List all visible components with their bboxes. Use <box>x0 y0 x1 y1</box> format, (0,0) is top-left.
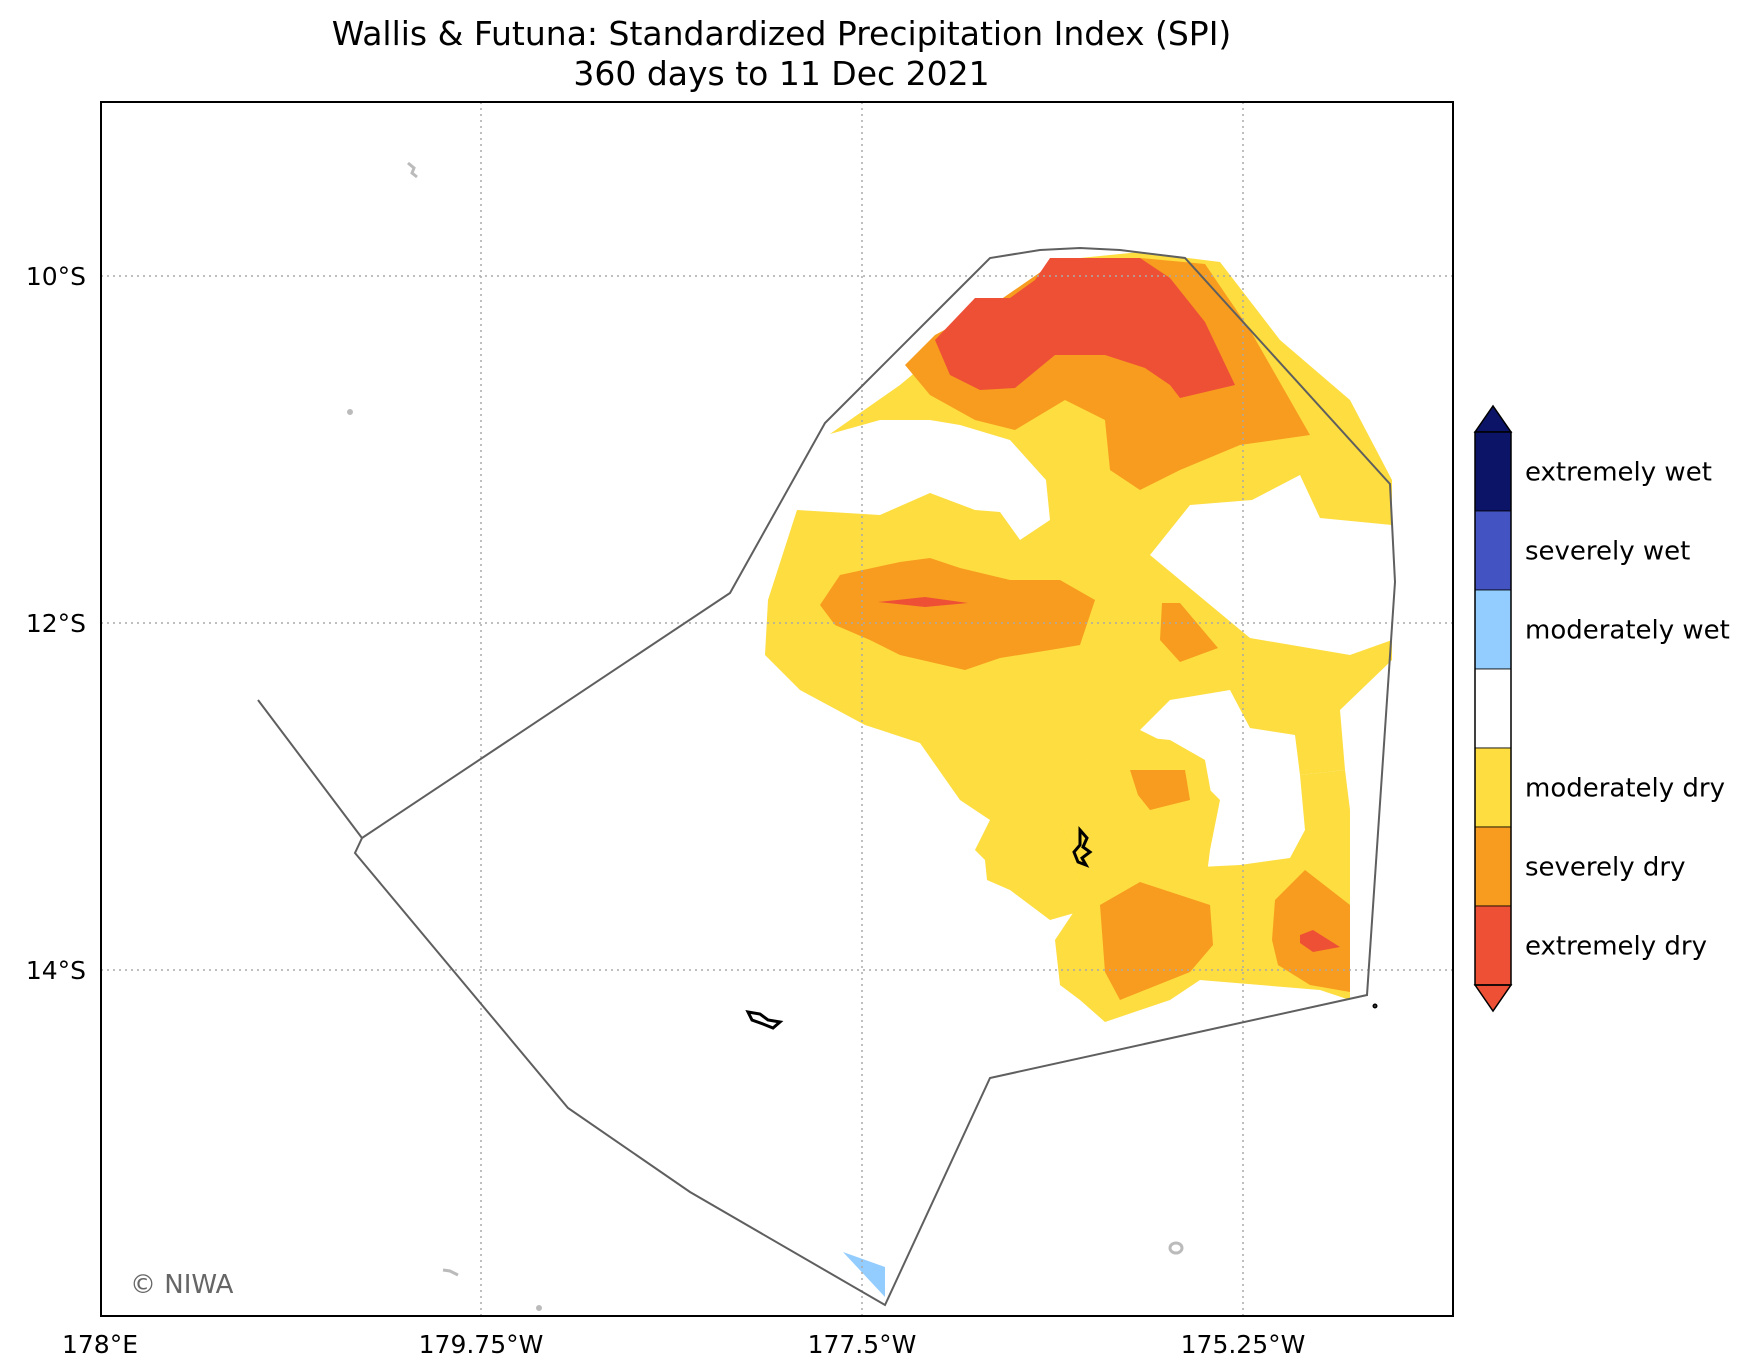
y-axis-ticks: 10°S 12°S 14°S <box>26 262 86 985</box>
colorbar-swatch <box>1474 668 1512 749</box>
severely-dry-region-east <box>1160 603 1218 662</box>
colorbar-swatch <box>1474 589 1512 670</box>
colorbar-label: severely dry <box>1525 853 1686 883</box>
map-subtitle: 360 days to 11 Dec 2021 <box>573 54 990 93</box>
moderately-wet-region <box>843 1252 885 1297</box>
severely-dry-region-center <box>1130 770 1190 810</box>
colorbar-legend: extremely wet severely wet moderately wet m… <box>1473 404 1730 1013</box>
extremely-dry-region-west <box>878 597 968 607</box>
colorbar-frame <box>1474 431 1512 986</box>
gridlines <box>101 102 1453 1316</box>
y-tick-label: 12°S <box>26 609 86 638</box>
colorbar-extend-max <box>1473 404 1513 433</box>
map-frame <box>100 101 1454 1317</box>
colorbar-swatch <box>1474 747 1512 828</box>
colorbar-swatch <box>1474 905 1512 986</box>
colorbar-label: severely wet <box>1525 537 1690 567</box>
island-outline-icon <box>536 1305 542 1311</box>
wallis-island-icon <box>1072 826 1093 868</box>
x-tick-label: 175.25°W <box>1181 1330 1306 1359</box>
severely-dry-region-west <box>820 558 1095 670</box>
colorbar-swatch <box>1474 826 1512 907</box>
island-outline-icon <box>347 409 353 415</box>
spi-fields <box>765 252 1392 1297</box>
colorbar-label: extremely dry <box>1525 932 1707 962</box>
x-axis-ticks: 178°E 179.75°W 177.5°W 175.25°W <box>62 1330 1305 1359</box>
colorbar-swatch <box>1474 510 1512 591</box>
x-tick-label: 178°E <box>62 1330 138 1359</box>
extremely-dry-region-southeast <box>1300 930 1340 952</box>
island-outline-icon <box>1168 1241 1184 1255</box>
y-tick-label: 14°S <box>26 956 86 985</box>
colorbar-label: moderately dry <box>1525 774 1725 804</box>
colorbar-label: extremely wet <box>1525 458 1712 488</box>
x-tick-label: 179.75°W <box>419 1330 544 1359</box>
island-outline-icon <box>442 1268 459 1277</box>
island-outline-icon <box>407 161 418 179</box>
other-islands <box>347 161 1378 1311</box>
eez-boundary-line <box>257 246 1397 1307</box>
colorbar-swatch <box>1474 431 1512 512</box>
extremely-dry-region-north <box>935 258 1235 398</box>
island-outline-icon <box>1372 1003 1378 1009</box>
colorbar-extend-min <box>1473 984 1513 1013</box>
colorbar-label: moderately wet <box>1525 616 1730 646</box>
map-title: Wallis & Futuna: Standardized Precipitat… <box>331 14 1232 53</box>
credit-label: © NIWA <box>130 1270 234 1300</box>
y-tick-label: 10°S <box>26 262 86 291</box>
x-tick-label: 177.5°W <box>808 1330 917 1359</box>
eez-boundary <box>257 246 1397 1307</box>
futuna-island-icon <box>745 1010 784 1030</box>
